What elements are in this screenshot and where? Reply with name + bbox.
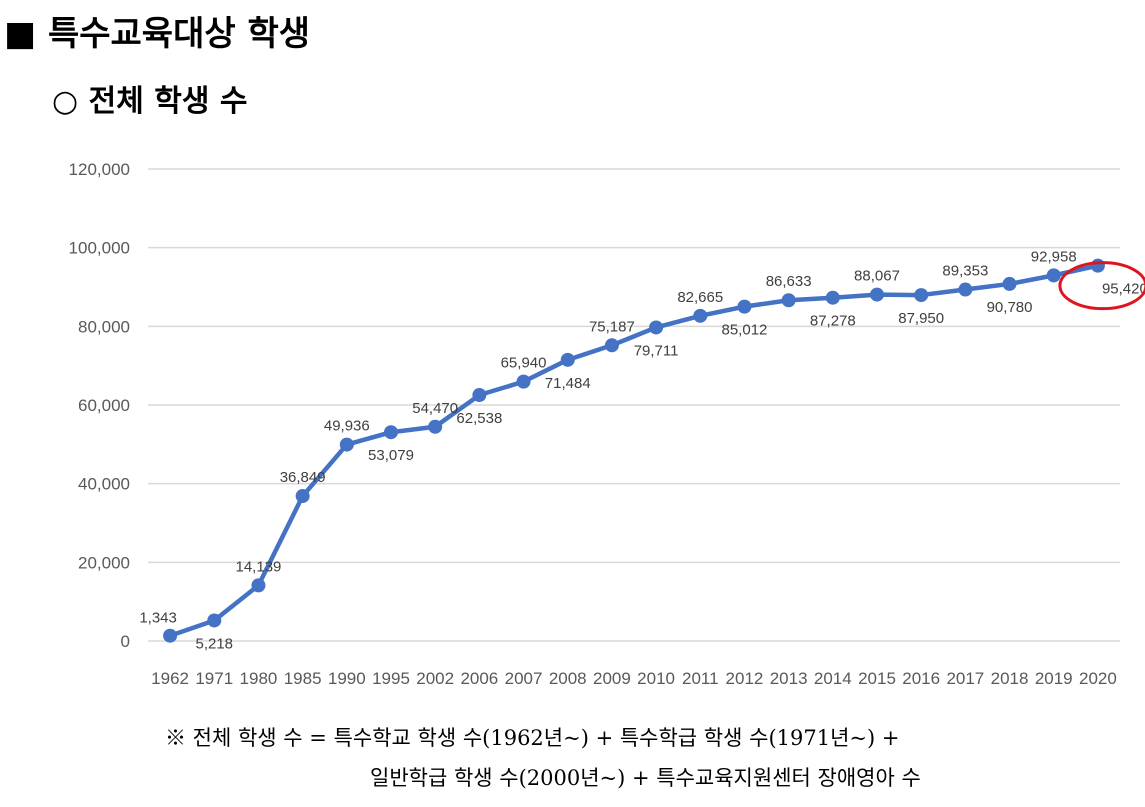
- data-label: 87,278: [810, 313, 856, 330]
- data-point: [560, 352, 575, 367]
- x-tick-label: 2002: [416, 669, 454, 688]
- x-tick-label: 2018: [991, 669, 1029, 688]
- x-tick-label: 2010: [637, 669, 675, 688]
- data-label: 88,067: [854, 268, 900, 285]
- y-tick-label: 40,000: [78, 475, 130, 494]
- data-label: 87,950: [898, 310, 944, 327]
- data-label: 95,420: [1102, 281, 1145, 298]
- data-point: [1090, 258, 1105, 273]
- data-point: [914, 288, 929, 303]
- data-point: [251, 578, 266, 593]
- data-label: 79,711: [634, 342, 679, 359]
- data-label: 75,187: [589, 318, 635, 335]
- y-tick-label: 60,000: [78, 396, 130, 415]
- x-tick-label: 2011: [682, 669, 719, 688]
- data-label: 82,665: [677, 289, 723, 306]
- data-point: [339, 437, 354, 452]
- highlight-circle: [1058, 261, 1145, 311]
- data-point: [163, 628, 178, 643]
- data-label: 62,538: [456, 410, 502, 427]
- data-point: [649, 320, 664, 335]
- data-label: 54,470: [412, 400, 458, 417]
- data-point: [472, 388, 487, 403]
- y-tick-label: 80,000: [78, 317, 130, 336]
- x-tick-label: 1980: [240, 669, 278, 688]
- data-label: 86,633: [766, 273, 812, 290]
- data-label: 5,218: [195, 635, 233, 652]
- data-point: [781, 293, 796, 308]
- data-label: 36,849: [280, 469, 326, 486]
- series-line: [169, 263, 1099, 638]
- x-tick-label: 1990: [328, 669, 366, 688]
- data-point: [1002, 276, 1017, 291]
- x-tick-label: 2015: [858, 669, 896, 688]
- data-label: 92,958: [1031, 248, 1077, 265]
- data-point: [604, 338, 619, 353]
- data-label: 65,940: [501, 355, 547, 372]
- x-tick-label: 2020: [1079, 669, 1117, 688]
- page-heading: ■ 특수교육대상 학생: [4, 14, 311, 54]
- data-point: [516, 374, 531, 389]
- x-tick-label: 2017: [946, 669, 984, 688]
- data-label: 71,484: [545, 375, 591, 392]
- x-tick-label: 2013: [770, 669, 808, 688]
- data-point: [384, 425, 398, 440]
- data-point: [737, 299, 752, 314]
- x-tick-label: 2008: [549, 669, 587, 688]
- x-tick-label: 1995: [372, 669, 410, 688]
- x-tick-label: 1971: [195, 669, 233, 688]
- x-tick-label: 1985: [284, 669, 322, 688]
- x-tick-label: 2016: [902, 669, 940, 688]
- x-tick-label: 2006: [460, 669, 498, 688]
- data-point: [1046, 268, 1061, 283]
- x-tick-label: 2019: [1035, 669, 1073, 688]
- section-heading: ○ 전체 학생 수: [52, 84, 248, 119]
- data-label: 53,079: [368, 447, 414, 464]
- footnote-line-2: 일반학급 학생 수(2000년~) + 특수교육지원센터 장애영아 수: [370, 766, 921, 790]
- data-point: [207, 613, 222, 628]
- data-point: [958, 282, 973, 297]
- y-tick-label: 0: [121, 632, 130, 651]
- data-label: 1,343: [139, 610, 177, 627]
- x-tick-label: 2009: [593, 669, 631, 688]
- x-tick-label: 2012: [726, 669, 764, 688]
- y-tick-label: 20,000: [78, 553, 130, 572]
- data-point: [870, 287, 884, 302]
- footnote-line-1: ※ 전체 학생 수 = 특수학교 학생 수(1962년~) + 특수학급 학생 …: [165, 726, 900, 750]
- data-point: [825, 290, 840, 305]
- data-label: 85,012: [722, 322, 768, 339]
- x-tick-label: 1962: [151, 669, 189, 688]
- data-label: 14,139: [236, 558, 282, 575]
- data-label: 49,936: [324, 418, 370, 435]
- data-point: [428, 419, 443, 434]
- x-tick-label: 2007: [505, 669, 543, 688]
- data-label: 89,353: [942, 263, 988, 280]
- x-tick-label: 2014: [814, 669, 852, 688]
- data-label: 90,780: [987, 299, 1033, 316]
- y-tick-label: 120,000: [69, 160, 130, 179]
- data-point: [693, 308, 708, 323]
- data-point: [295, 489, 310, 504]
- y-tick-label: 100,000: [69, 239, 130, 258]
